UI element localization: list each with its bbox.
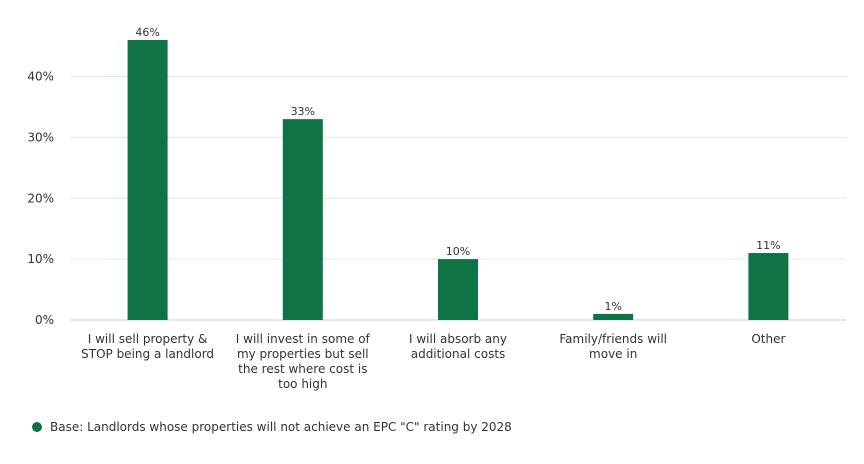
gridlines [70,76,846,321]
category-label: Family/friends will [559,332,667,346]
category-label: Other [751,332,785,346]
category-label: move in [589,347,637,361]
data-label: 10% [446,245,470,258]
category-label: additional costs [411,347,506,361]
category-label: too high [278,377,327,391]
category-label: STOP being a landlord [81,347,214,361]
y-tick-label: 40% [27,70,54,84]
bar [282,119,323,320]
category-label: the rest where cost is [238,362,367,376]
y-tick-label: 0% [35,313,54,327]
labels: 0% 10% 20% 30% 40% 46% I will sell property &S… [27,26,785,391]
data-label: 33% [291,105,315,118]
bar-chart: 0% 10% 20% 30% 40% 46% I will sell property &S… [27,26,846,391]
data-label: 1% [604,300,621,313]
legend-text: Base: Landlords whose properties will no… [50,420,512,434]
category-label: I will invest in some of [236,332,371,346]
data-label: 46% [135,26,159,39]
bar [593,313,634,320]
bars [127,40,789,320]
legend-marker [32,422,42,432]
category-label: I will absorb any [409,332,507,346]
y-tick-label: 30% [27,130,54,144]
category-label: my properties but sell [237,347,369,361]
data-label: 11% [756,239,780,252]
bar [748,253,789,320]
category-label: I will sell property & [88,332,208,346]
bar [127,40,168,320]
y-tick-label: 10% [27,252,54,266]
y-tick-label: 20% [27,191,54,205]
bar [438,259,478,320]
legend: Base: Landlords whose properties will no… [32,420,512,434]
